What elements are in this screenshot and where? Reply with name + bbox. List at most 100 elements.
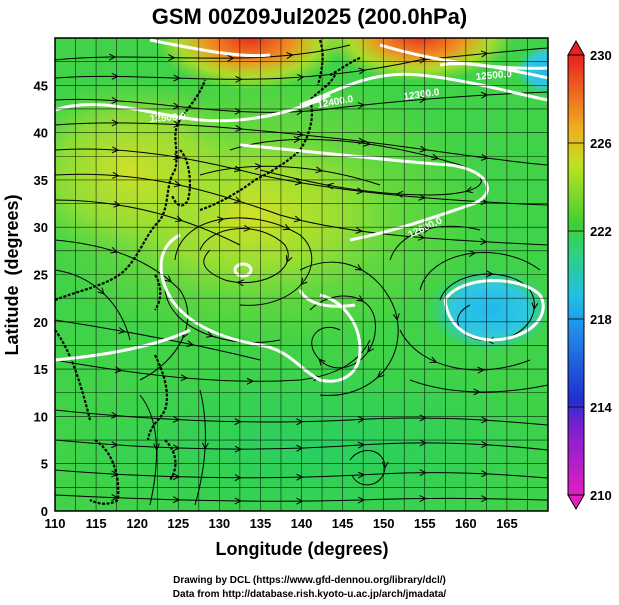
- streamline-arrow: [173, 74, 181, 82]
- streamline-arrow: [480, 50, 489, 58]
- streamline-arrow: [531, 302, 539, 310]
- streamline: [55, 148, 548, 206]
- streamline-arrow: [173, 120, 181, 128]
- streamline-arrow: [236, 279, 244, 287]
- tropical-green-zone: [60, 360, 548, 511]
- northeast-cool: [515, 45, 548, 95]
- coastline-borneo: [89, 439, 120, 505]
- x-tick-label: 130: [208, 516, 230, 531]
- streamline-arrow: [234, 107, 242, 115]
- streamline-arrow: [97, 287, 105, 295]
- y-tick-labels: 0 5 10 15 20 25 30 35 40 45: [34, 78, 48, 519]
- y-tick-label: 15: [34, 362, 48, 377]
- y-tick-label: 20: [34, 315, 48, 330]
- streamline-arrow: [172, 102, 181, 110]
- coastline-luzon: [146, 354, 169, 441]
- streamline-arrow: [395, 190, 404, 198]
- streamline-arrow: [233, 196, 242, 204]
- streamline-arrow: [318, 358, 326, 366]
- streamline-arrow: [357, 496, 366, 504]
- streamline-arrow: [285, 255, 293, 263]
- colorbar-tick-labels: 210 214 218 222 226 230: [568, 48, 612, 503]
- northwest-yellow-zone: [55, 80, 250, 260]
- streamline: [55, 239, 189, 381]
- chart-title: GSM 00Z09Jul2025 (200.0hPa): [151, 4, 468, 29]
- contour-label: 12500.0: [149, 111, 186, 125]
- streamline-arrow: [111, 119, 119, 127]
- streamline: [55, 44, 351, 61]
- streamline-arrow: [419, 495, 427, 502]
- y-tick-label: 35: [34, 173, 48, 188]
- streamline-arrow: [486, 270, 494, 278]
- streamline-arrow: [419, 414, 427, 422]
- streamline: [229, 138, 482, 196]
- streamline-arrow: [172, 415, 181, 423]
- streamline-arrow: [172, 473, 181, 481]
- streamline-arrow: [419, 145, 428, 153]
- streamline-arrow: [282, 223, 291, 231]
- streamline-arrow: [180, 374, 189, 382]
- coastline-taiwan: [154, 274, 162, 311]
- streamline-arrow: [173, 153, 181, 161]
- x-tick-label: 110: [45, 516, 66, 531]
- x-tick-label: 115: [86, 516, 107, 531]
- streamline: [389, 225, 481, 261]
- height-contours: [55, 38, 548, 383]
- colorbar-scale: [567, 54, 585, 496]
- streamline-arrow: [481, 495, 489, 503]
- streamline-arrow: [111, 96, 119, 104]
- contour-label: 12500.0: [475, 69, 512, 83]
- colorbar-tick-label: 222: [590, 224, 612, 239]
- streamline: [55, 199, 241, 246]
- streamline-arrow: [300, 277, 308, 286]
- streamline-arrow: [392, 313, 400, 321]
- streamline-arrow: [296, 497, 304, 505]
- streamline-arrow: [234, 445, 242, 453]
- streamline-arrow: [480, 154, 489, 161]
- streamline-arrow: [205, 331, 214, 338]
- streamline-arrow: [419, 96, 427, 103]
- coastline-sakhalin: [316, 39, 324, 86]
- streamline: [199, 165, 381, 186]
- streamline-arrow: [376, 370, 385, 378]
- streamline-arrow: [477, 366, 485, 374]
- colorbar-top-arrow: [567, 39, 585, 56]
- y-tick-label: 25: [34, 268, 48, 283]
- streamline: [55, 494, 548, 502]
- streamline: [399, 329, 531, 371]
- colorbar-bottom-arrow: [567, 494, 585, 511]
- coastline-korea: [170, 149, 191, 207]
- streamline-arrow: [234, 474, 242, 482]
- streamline: [409, 379, 548, 393]
- streamline-arrow: [293, 215, 302, 223]
- streamline-arrow: [172, 444, 181, 452]
- streamline-arrow: [286, 52, 294, 59]
- x-tick-label: 145: [332, 516, 354, 531]
- streamline-arrow: [357, 441, 366, 449]
- streamline-arrow: [481, 416, 489, 424]
- streamline-arrow: [480, 91, 489, 99]
- plot-frame: [54, 37, 549, 512]
- streamline-arrow: [111, 441, 119, 449]
- x-tick-label: 120: [126, 516, 148, 531]
- streamline-arrow: [468, 250, 477, 257]
- streamline-arrow: [431, 153, 440, 161]
- streamline-arrow: [243, 224, 252, 232]
- x-tick-labels: 110 115 120 125 130 135 140 145 150 155 160 165: [45, 516, 518, 531]
- contour-west: [55, 328, 191, 362]
- streamline-arrow: [175, 215, 183, 223]
- x-tick-label: 155: [414, 516, 436, 531]
- contour-label: 12300.0: [403, 87, 441, 103]
- streamline: [174, 217, 313, 306]
- streamline: [55, 47, 548, 80]
- streamline-arrow: [481, 470, 489, 478]
- high-center: [233, 262, 253, 278]
- streamline-arrow: [254, 162, 263, 170]
- streamline-arrow: [419, 469, 427, 477]
- credit-drawing: Drawing by DCL (https://www.gfd-dennou.o…: [173, 575, 446, 586]
- colorbar-tick-label: 226: [590, 136, 612, 151]
- streamline-arrow: [234, 497, 242, 505]
- streamline-arrow: [296, 444, 304, 452]
- y-tick-label: 30: [34, 220, 48, 235]
